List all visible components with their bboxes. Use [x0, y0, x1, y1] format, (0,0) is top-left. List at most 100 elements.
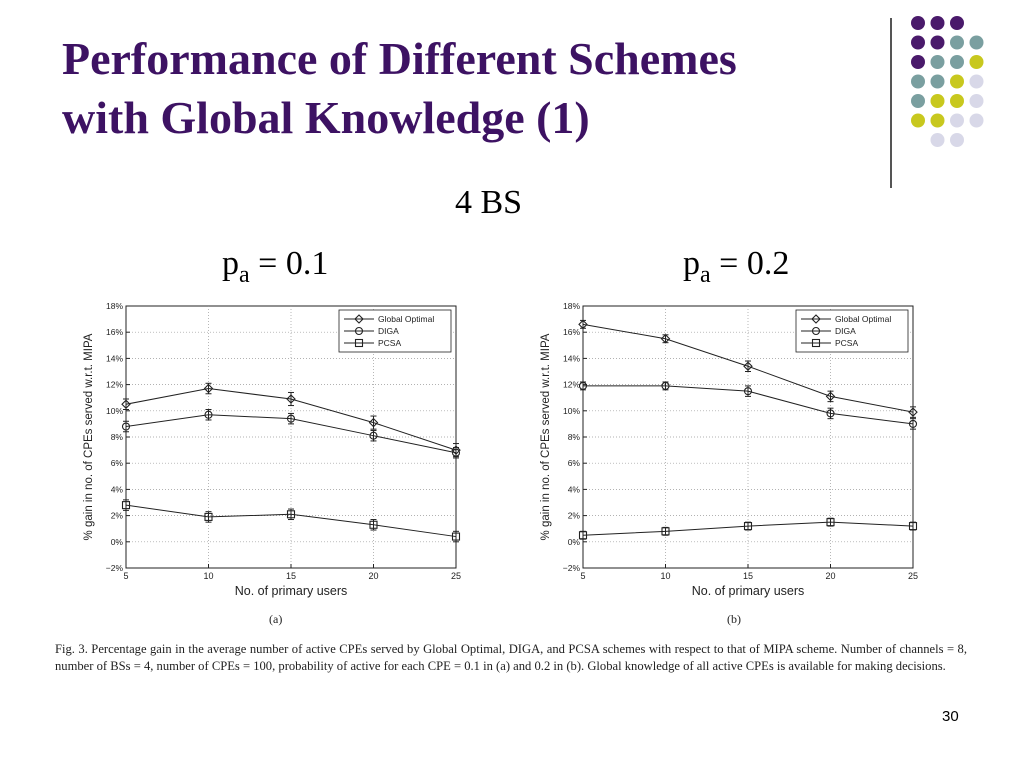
data-point-circle [908, 419, 918, 428]
x-tick-label: 10 [660, 571, 670, 581]
data-point-diamond [743, 361, 753, 372]
y-tick-label: 18% [106, 301, 123, 311]
y-tick-label: 0% [111, 537, 124, 547]
data-point-diamond [286, 394, 296, 404]
data-point-square [369, 520, 378, 529]
pa-a-base: p [222, 245, 239, 282]
data-point-diamond [578, 319, 588, 330]
chart-subtitle: 4 BS [455, 184, 523, 221]
legend-label: PCSA [835, 338, 858, 348]
y-tick-label: 8% [568, 432, 581, 442]
series-global-optimal [578, 319, 918, 418]
data-point-circle [826, 409, 835, 418]
data-point-diamond [825, 391, 836, 402]
data-point-diamond [203, 383, 214, 394]
x-tick-label: 5 [123, 571, 128, 581]
data-point-square [204, 512, 213, 521]
decor-dot [930, 133, 945, 147]
title-line-1: Performance of Different Schemes [62, 33, 737, 84]
data-point-circle [286, 414, 296, 423]
decor-dot [930, 74, 945, 89]
decor-dot [911, 113, 925, 128]
y-tick-label: 14% [106, 353, 123, 363]
y-tick-label: 8% [111, 432, 124, 442]
data-point-circle [121, 422, 131, 431]
data-point-square [354, 338, 364, 348]
data-point-circle [451, 448, 461, 457]
data-point-square [661, 527, 670, 536]
x-tick-label: 5 [580, 571, 585, 581]
x-axis-label: No. of primary users [235, 584, 348, 598]
y-tick-label: 6% [111, 458, 124, 468]
decor-dot [911, 74, 925, 89]
x-tick-label: 25 [451, 571, 461, 581]
x-tick-label: 20 [825, 571, 835, 581]
decor-dot [969, 94, 984, 108]
legend-label: Global Optimal [378, 314, 434, 324]
page-number: 30 [942, 708, 959, 725]
legend-label: DIGA [835, 326, 856, 336]
y-tick-label: 12% [563, 380, 580, 390]
decor-dot [911, 94, 925, 108]
y-tick-label: 18% [563, 301, 580, 311]
x-tick-label: 15 [286, 571, 296, 581]
y-tick-label: 4% [568, 484, 581, 494]
data-point-square [811, 338, 821, 348]
decor-dot [911, 35, 925, 50]
data-point-square [578, 531, 588, 540]
chart-b: −2% 0% 2% 4% 6% 8% 10% 12% 14% 16% 18% 5 10 15 20 25 No.… [540, 301, 918, 598]
y-tick-label: 6% [568, 458, 581, 468]
series-pcsa [578, 517, 918, 540]
y-tick-label: 2% [111, 511, 124, 521]
chart-a: −2% 0% 2% 4% 6% 8% 10% 12% 14% 16% 18% 5 10 15 20 25 No.… [83, 301, 461, 598]
x-tick-label: 10 [203, 571, 213, 581]
decor-dot [950, 16, 964, 30]
data-point-diamond [354, 314, 364, 324]
y-tick-label: 16% [106, 327, 123, 337]
y-tick-label: −2% [106, 563, 124, 573]
x-axis-label: No. of primary users [692, 584, 805, 598]
decor-dot [930, 113, 945, 128]
decor-dot [911, 16, 925, 30]
data-point-circle [661, 381, 670, 390]
x-tick-label: 25 [908, 571, 918, 581]
y-tick-label: 10% [106, 406, 123, 416]
pa-a-sub: a [239, 261, 250, 288]
y-tick-label: 0% [568, 537, 581, 547]
legend: Global Optimal DIGA PCSA [795, 309, 909, 353]
decor-dot [950, 113, 964, 128]
divider-line [890, 18, 892, 188]
decor-dot [950, 55, 964, 69]
x-tick-label: 20 [368, 571, 378, 581]
decor-dot [930, 16, 945, 30]
data-point-circle [369, 431, 378, 440]
decor-dot [950, 35, 964, 50]
series-diga [121, 408, 461, 459]
slide-title: Performance of Different Schemes with Gl… [62, 30, 882, 148]
x-tick-label: 15 [743, 571, 753, 581]
y-tick-label: −2% [563, 563, 581, 573]
y-axis-label: % gain in no. of CPEs served w.r.t. MIPA [540, 333, 552, 540]
legend: Global Optimal DIGA PCSA [338, 309, 452, 353]
panel-label-a: (a) [269, 612, 283, 626]
data-point-diamond [660, 333, 671, 344]
decor-dot [969, 113, 984, 128]
series-diga [578, 381, 918, 430]
decor-dot [969, 74, 984, 89]
data-point-circle [578, 381, 588, 390]
data-point-circle [204, 410, 213, 419]
data-point-circle [811, 326, 821, 336]
y-axis-label: % gain in no. of CPEs served w.r.t. MIPA [83, 333, 95, 540]
legend-label: PCSA [378, 338, 401, 348]
y-tick-label: 2% [568, 511, 581, 521]
y-tick-label: 10% [563, 406, 580, 416]
legend-label: DIGA [378, 326, 399, 336]
y-tick-label: 4% [111, 484, 124, 494]
data-point-square [826, 518, 835, 527]
series-pcsa [121, 499, 461, 543]
decor-dot [950, 94, 964, 108]
decor-dot [969, 55, 984, 69]
data-point-square [286, 510, 296, 519]
data-point-square [121, 501, 131, 510]
title-line-2: with Global Knowledge (1) [62, 91, 590, 143]
